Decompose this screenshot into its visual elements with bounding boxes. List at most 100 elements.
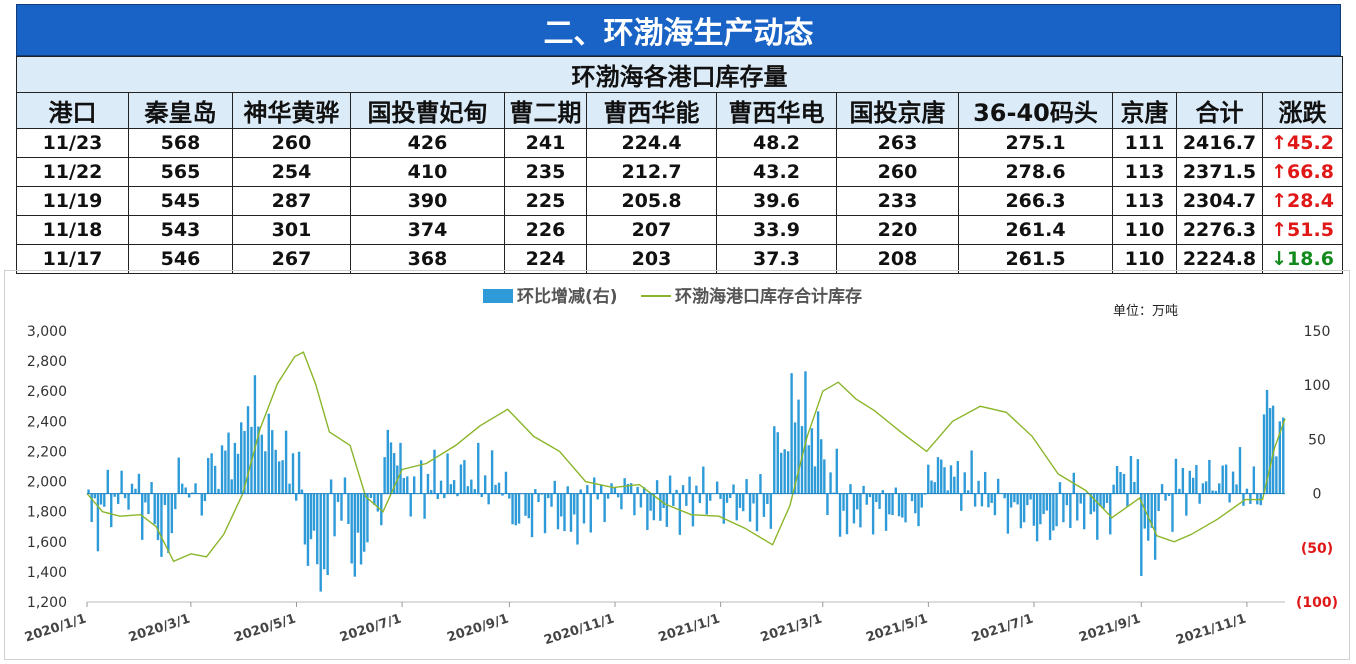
change-bar: [1188, 470, 1191, 494]
port-inventory-table: 环渤海各港口库存量 港口 秦皇岛 神华黄骅 国投曹妃甸 曹二期 曹西华能 曹西华…: [15, 56, 1344, 274]
change-bar: [1160, 484, 1164, 494]
change-bar: [153, 493, 156, 525]
table-cell: 545: [128, 186, 233, 216]
change-bar: [1262, 414, 1266, 494]
change-bar: [773, 426, 776, 494]
change-bar: [362, 493, 366, 552]
change-bar: [639, 493, 643, 508]
change-bar: [1136, 459, 1140, 494]
change-bar: [672, 493, 675, 506]
change-bar: [386, 429, 389, 494]
change-bar: [524, 493, 527, 516]
change-bar: [309, 493, 313, 540]
change-bar: [203, 493, 207, 502]
column-header: 神华黄骅: [232, 92, 351, 129]
column-header: 曹二期: [504, 92, 587, 129]
table-row: 11/19 545 287 390 225 205.8 39.6 233 266.3 113 230…: [16, 186, 1344, 216]
date-cell: 11/23: [16, 128, 129, 158]
change-bar: [514, 493, 518, 526]
change-bar: [983, 471, 987, 494]
change-bar: [1265, 389, 1269, 494]
change-bar: [829, 472, 832, 494]
change-bar: [1185, 493, 1188, 516]
change-bar: [953, 476, 956, 494]
column-header: 曹西华电: [716, 92, 837, 129]
change-bar: [274, 449, 277, 494]
change-bar: [659, 493, 662, 521]
change-bar: [662, 493, 665, 508]
change-bar: [294, 493, 298, 501]
change-bar: [783, 449, 786, 494]
change-bar: [494, 484, 497, 494]
change-bar: [786, 451, 790, 494]
change-bar: [326, 493, 329, 576]
table-cell: 224: [504, 244, 587, 274]
change-bar: [755, 493, 759, 532]
change-bar: [156, 493, 160, 541]
table-cell: 301: [232, 215, 351, 245]
change-bar: [807, 445, 810, 494]
change-bar: [184, 487, 187, 494]
chart-legend: 环比增减(右) 环渤海港口库存合计库存: [483, 286, 862, 307]
date-cell: 11/19: [16, 186, 129, 216]
change-bar: [210, 453, 213, 494]
change-bar: [1181, 467, 1185, 494]
change-bar: [113, 493, 116, 497]
change-bar: [620, 493, 623, 510]
change-bar: [832, 492, 835, 494]
change-bar: [246, 406, 250, 494]
change-cell: ↓18.6: [1261, 244, 1344, 274]
change-bar: [560, 493, 563, 517]
table-cell: 568: [128, 128, 233, 158]
change-bar: [291, 453, 295, 494]
table-cell: 2276.3: [1176, 215, 1263, 245]
legend-swatch-area: [483, 289, 513, 303]
change-bar: [852, 493, 856, 524]
change-bar: [1238, 447, 1242, 494]
change-bar: [456, 493, 459, 497]
change-bar: [147, 493, 150, 515]
change-bar: [430, 490, 433, 494]
change-bar: [1275, 456, 1278, 494]
x-tick-label: 2020/5/1: [232, 612, 297, 646]
change-bar: [1214, 490, 1218, 494]
change-bar: [691, 493, 695, 527]
y-right-tick-label: 0: [1313, 487, 1322, 503]
y-right-tick-label: 100: [1304, 378, 1331, 394]
change-bar: [613, 487, 617, 494]
change-bar: [1195, 465, 1198, 494]
change-bar: [1122, 473, 1126, 494]
table-cell: 33.9: [716, 215, 837, 245]
table-cell: 110: [1112, 244, 1177, 274]
change-bar: [946, 490, 949, 494]
change-bar: [748, 493, 752, 522]
change-bar: [433, 449, 436, 494]
change-bar: [477, 442, 480, 494]
change-bar: [540, 493, 543, 495]
change-bar: [483, 475, 487, 494]
column-header: 国投京唐: [836, 92, 959, 129]
change-bar: [920, 493, 923, 508]
change-bar: [838, 493, 842, 537]
change-bar: [780, 452, 783, 494]
table-cell: 233: [836, 186, 959, 216]
y-left-tick-label: 2,600: [27, 384, 67, 400]
change-bar: [1016, 493, 1019, 505]
y-left-tick-label: 2,800: [27, 354, 67, 370]
y-right-tick-label: 150: [1304, 324, 1331, 340]
change-bar: [875, 493, 878, 503]
change-bar: [688, 476, 691, 494]
change-bar: [534, 489, 537, 494]
change-bar: [745, 479, 748, 494]
change-bar: [333, 493, 336, 537]
change-bar: [123, 493, 127, 499]
x-tick-label: 2021/3/1: [759, 612, 824, 646]
change-bar: [402, 477, 406, 494]
change-bar: [177, 457, 180, 494]
change-bar: [127, 493, 130, 510]
change-bar: [466, 486, 470, 494]
change-bar: [603, 493, 606, 523]
change-bar: [1052, 493, 1055, 531]
change-cell: ↑51.5: [1261, 215, 1344, 245]
change-bar: [134, 488, 137, 494]
